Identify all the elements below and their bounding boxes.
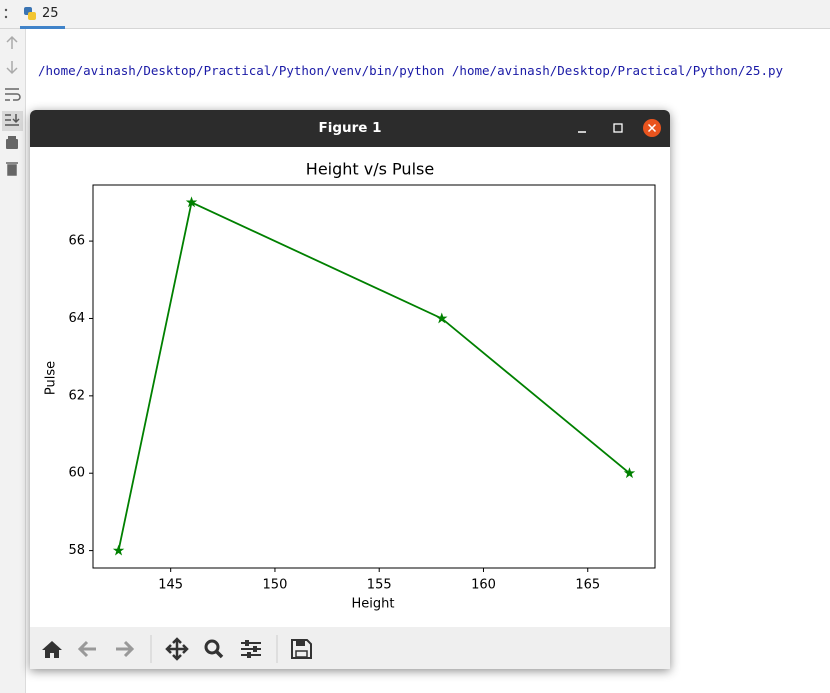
tab-label: 25	[42, 6, 59, 21]
console-command: /home/avinash/Desktop/Practical/Python/v…	[38, 63, 784, 78]
chart: Height v/s Pulse Height Pulse 145 150 155 1…	[44, 160, 656, 612]
figure-window: Figure 1 Height v/s Pulse Height Pulse 1…	[30, 110, 670, 669]
plot-frame	[92, 184, 656, 569]
save-button[interactable]	[291, 639, 312, 659]
toolbar	[30, 627, 670, 669]
window-controls	[578, 119, 661, 137]
toolbar-icons	[42, 635, 312, 663]
data-marker	[436, 312, 448, 324]
zoom-button[interactable]	[204, 639, 224, 659]
title-bar: Figure 1	[30, 110, 670, 147]
console-gutter	[0, 29, 26, 693]
x-tick-label: 160	[471, 578, 496, 593]
tab[interactable]: 25	[20, 0, 65, 29]
y-tick-label: 62	[68, 388, 85, 403]
maximize-button[interactable]	[613, 123, 623, 133]
back-button[interactable]	[77, 640, 96, 658]
gutter-icons	[2, 35, 23, 176]
y-axis-label: Pulse	[44, 361, 59, 395]
y-tick-label: 64	[68, 311, 85, 326]
tab-bar: 25	[0, 0, 830, 29]
x-tick-label: 155	[367, 578, 392, 593]
x-tick-label: 165	[575, 578, 600, 593]
x-tick-label: 145	[158, 578, 183, 593]
data-marker	[623, 467, 636, 479]
x-axis-label: Height	[352, 597, 395, 612]
python-icon	[24, 7, 36, 20]
y-tick-label: 66	[68, 234, 85, 249]
data-marker	[112, 544, 125, 556]
pan-button[interactable]	[165, 637, 189, 661]
y-tick-label: 58	[68, 543, 85, 558]
data-line	[117, 201, 631, 551]
tab-icons	[4, 8, 8, 19]
data-marker	[185, 196, 198, 208]
home-button[interactable]	[42, 641, 62, 658]
forward-button[interactable]	[116, 640, 135, 658]
window-title: Figure 1	[318, 120, 382, 136]
x-tick-label: 150	[263, 578, 288, 593]
y-tick-label: 60	[68, 466, 85, 481]
chart-title: Height v/s Pulse	[306, 160, 434, 179]
